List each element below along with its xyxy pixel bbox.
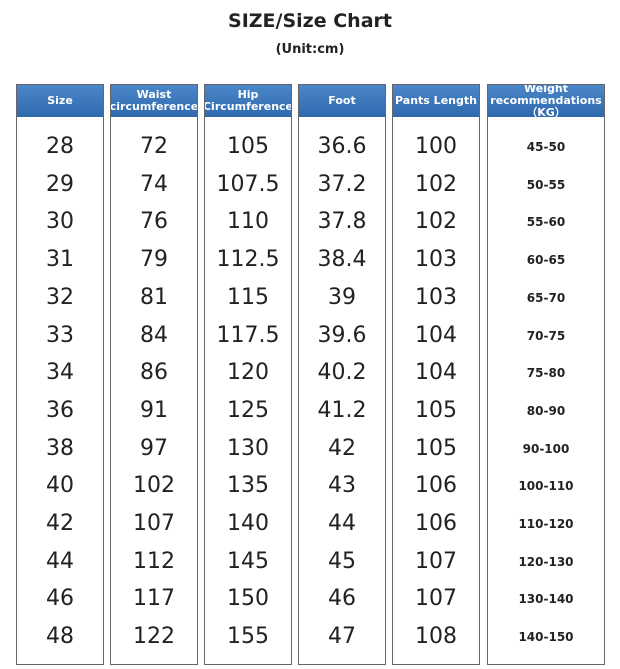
table-cell: 31: [46, 247, 74, 273]
table-cell: 91: [140, 397, 168, 423]
table-cell: 102: [133, 473, 175, 499]
table-cell: 100: [415, 134, 457, 159]
table-cell: 86: [140, 360, 168, 386]
table-cell: 106: [415, 473, 457, 499]
table-cell: 76: [140, 209, 168, 235]
table-cell: 107: [415, 548, 457, 574]
table-cell: 125: [227, 397, 269, 423]
table-cell: 46: [328, 586, 356, 612]
table-cell: 72: [140, 134, 168, 159]
table-cell: 38.4: [317, 247, 367, 273]
table-cell: 42: [46, 511, 74, 536]
table-cell: 112: [133, 548, 175, 574]
table-cell: 117: [133, 586, 175, 612]
table-cell: 36: [46, 397, 74, 423]
column-header: Pants Length: [393, 85, 479, 117]
table-cell: 103: [415, 247, 457, 273]
column-header: Size: [17, 85, 103, 117]
table-cell: 34: [46, 360, 74, 386]
column-header: Foot: [299, 85, 385, 117]
table-cell: 97: [140, 435, 168, 461]
column-header: Waist circumference: [111, 85, 197, 117]
table-cell: 107: [415, 586, 457, 612]
table-cell: 135: [227, 473, 269, 499]
table-cell: 120-130: [518, 554, 574, 569]
table-cell: 60-65: [526, 253, 566, 268]
table-cell: 112.5: [216, 247, 280, 273]
table-cell: 105: [415, 435, 457, 461]
column-header: Weight recommendations（KG）: [488, 85, 604, 117]
table-column: Size 28 29 30 31 32 33 34 36 38 40 42 44 46 48: [16, 84, 104, 665]
table-cell: 43: [328, 473, 356, 499]
column-header: Hip Circumference: [205, 85, 291, 117]
table-cell: 50-55: [526, 177, 566, 192]
table-cell: 39: [328, 284, 356, 310]
table-cell: 40.2: [317, 360, 367, 386]
table-cell: 90-100: [522, 441, 570, 456]
table-cell: 75-80: [526, 366, 566, 381]
table-cell: 37.2: [317, 171, 367, 197]
table-cell: 45: [328, 548, 356, 574]
table-cell: 102: [415, 209, 457, 235]
table-column: Waist circumference 72 74 76 79 81 84 86 91 97 102…: [110, 84, 198, 665]
table-cell: 32: [46, 284, 74, 310]
table-cell: 110-120: [518, 517, 574, 531]
table-cell: 45-50: [526, 140, 566, 154]
table-cell: 55-60: [526, 215, 566, 230]
table-column: Foot 36.6 37.2 37.8 38.4 39 39.6 40.2 41.2 42 43 44…: [298, 84, 386, 665]
table-cell: 70-75: [526, 328, 566, 343]
table-cell: 110: [227, 209, 269, 235]
table-cell: 28: [46, 134, 74, 159]
table-cell: 84: [140, 322, 168, 348]
table-cell: 41.2: [317, 397, 367, 423]
table-cell: 100-110: [518, 479, 574, 494]
table-cell: 155: [227, 624, 269, 650]
table-cell: 37.8: [317, 209, 367, 235]
table-cell: 103: [415, 284, 457, 310]
table-cell: 105: [227, 134, 269, 159]
table-column: Weight recommendations（KG） 45-50 50-55 55-6…: [487, 84, 605, 665]
table-cell: 105: [415, 397, 457, 423]
table-cell: 107.5: [216, 171, 280, 197]
table-cell: 104: [415, 360, 457, 386]
table-column: Pants Length 100 102 102 103 103 104 104 105 105 1…: [392, 84, 480, 665]
table-cell: 65-70: [526, 290, 566, 305]
table-cell: 130: [227, 435, 269, 461]
table-cell: 150: [227, 586, 269, 612]
table-cell: 30: [46, 209, 74, 235]
table-cell: 36.6: [317, 134, 367, 159]
table-cell: 39.6: [317, 322, 367, 348]
table-cell: 145: [227, 548, 269, 574]
table-cell: 140-150: [518, 630, 574, 645]
table-cell: 80-90: [526, 403, 566, 418]
table-cell: 48: [46, 624, 74, 650]
table-cell: 130-140: [518, 592, 574, 607]
table-cell: 122: [133, 624, 175, 650]
table-column: Hip Circumference 105 107.5 110 112.5 115 117.…: [204, 84, 292, 665]
title: SIZE/Size Chart: [228, 10, 392, 32]
table-cell: 33: [46, 322, 74, 348]
table-cell: 40: [46, 473, 74, 499]
table-cell: 140: [227, 511, 269, 536]
table-cell: 47: [328, 624, 356, 650]
table-cell: 115: [227, 284, 269, 310]
table-cell: 38: [46, 435, 74, 461]
table-cell: 106: [415, 511, 457, 536]
table-cell: 102: [415, 171, 457, 197]
table-cell: 44: [328, 511, 356, 536]
table-cell: 104: [415, 322, 457, 348]
table-cell: 117.5: [216, 322, 280, 348]
table-cell: 120: [227, 360, 269, 386]
table-cell: 81: [140, 284, 168, 310]
table-cell: 29: [46, 171, 74, 197]
subtitle: (Unit:cm): [275, 42, 345, 57]
table-cell: 44: [46, 548, 74, 574]
table-cell: 107: [133, 511, 175, 536]
table-cell: 108: [415, 624, 457, 650]
table-cell: 42: [328, 435, 356, 461]
table-cell: 74: [140, 171, 168, 197]
table-cell: 46: [46, 586, 74, 612]
table-cell: 79: [140, 247, 168, 273]
